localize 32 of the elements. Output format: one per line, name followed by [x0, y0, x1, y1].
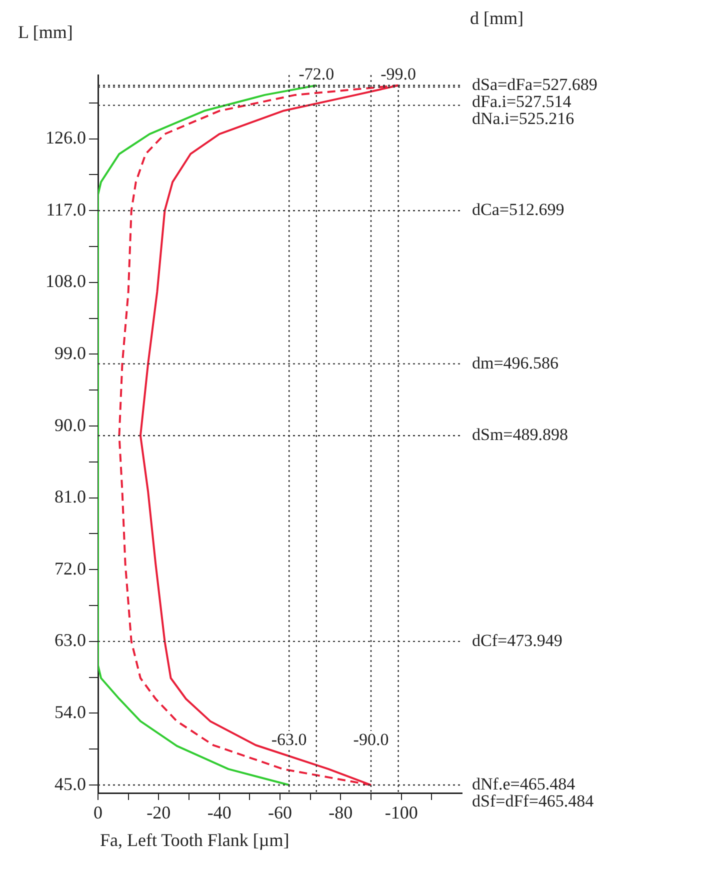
annotation: -90.0 — [353, 730, 389, 750]
y-tick-label: 90.0 — [54, 414, 86, 435]
x-tick-label: -100 — [384, 802, 418, 823]
annotation: -72.0 — [298, 64, 334, 84]
y-axis-title: L [mm] — [18, 22, 73, 43]
y-tick-label: 108.0 — [46, 271, 86, 292]
x-tick-label: 0 — [94, 802, 102, 823]
x-axis-title: Fa, Left Tooth Flank [µm] — [100, 830, 290, 851]
x-tick-label: -40 — [207, 802, 232, 823]
text: d [mm] — [470, 8, 524, 29]
y-tick-label: 81.0 — [54, 486, 86, 507]
annotation: dNa.i=525.216 — [472, 108, 574, 128]
annotation: -63.0 — [271, 730, 307, 750]
annotation: dSm=489.898 — [472, 425, 568, 444]
annotation: dNf.e=465.484 — [472, 774, 576, 794]
y-tick-label: 45.0 — [54, 774, 86, 794]
annotation: -99.0 — [380, 64, 416, 84]
x-tick-label: -20 — [146, 802, 171, 823]
annotation: dCa=512.699 — [472, 200, 564, 220]
y-tick-label: 54.0 — [54, 702, 86, 722]
annotation: dSf=dFf=465.484 — [472, 791, 594, 810]
y-tick-label: 72.0 — [54, 558, 86, 578]
y-tick-label: 63.0 — [54, 630, 86, 650]
x-tick-label: -80 — [328, 802, 353, 823]
y-tick-label: 117.0 — [46, 199, 86, 220]
annotation: dm=496.586 — [472, 353, 559, 372]
annotation: dSa=dFa=527.689 — [472, 74, 598, 94]
annotation: dFa.i=527.514 — [472, 92, 572, 111]
y-tick-label: 99.0 — [54, 342, 86, 363]
x-tick-label: -60 — [268, 802, 292, 823]
y-tick-label: 126.0 — [46, 128, 86, 148]
annotation: dCf=473.949 — [472, 630, 562, 650]
